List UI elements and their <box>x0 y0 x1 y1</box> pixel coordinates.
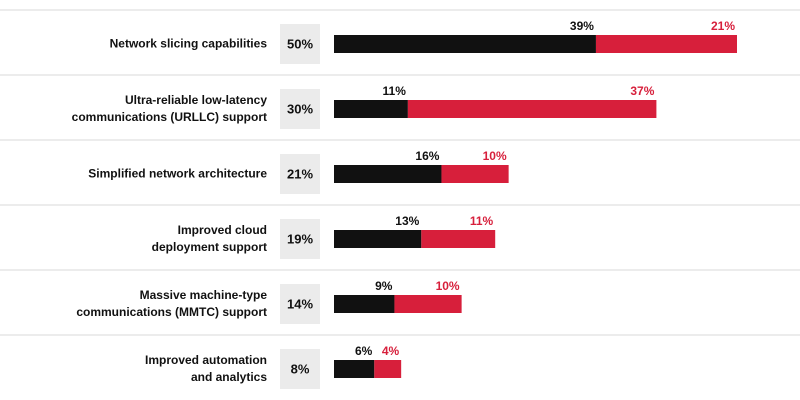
bar-segment <box>595 35 737 53</box>
highlight-label: 19% <box>287 231 313 246</box>
category-label: Improved automation and analytics <box>144 353 267 384</box>
highlight-label: 14% <box>287 296 313 311</box>
highlight-box <box>280 284 320 324</box>
value-label: 4% <box>382 344 400 358</box>
category-label: Massive machine-type communications (MMT… <box>76 288 267 319</box>
highlight-box <box>280 219 320 259</box>
bar-segment <box>394 295 462 313</box>
highlight-box <box>280 24 320 64</box>
bar-segment <box>421 230 496 248</box>
category-label: Ultra-reliable low-latency communication… <box>71 93 267 124</box>
highlight-box <box>280 154 320 194</box>
bar-segment <box>334 295 395 313</box>
bar-segment <box>334 35 596 53</box>
value-label: 9% <box>375 279 393 293</box>
value-label: 37% <box>630 84 654 98</box>
value-label: 6% <box>355 344 373 358</box>
category-label: Improved cloud deployment support <box>151 223 267 254</box>
highlight-box <box>280 349 320 389</box>
bar-segment <box>441 165 509 183</box>
value-label: 11% <box>470 214 494 228</box>
category-label: Simplified network architecture <box>88 166 267 181</box>
bar-segment <box>334 230 422 248</box>
bar-segment <box>334 360 375 378</box>
value-label: 13% <box>395 214 419 228</box>
highlight-box <box>280 89 320 129</box>
bar-segment <box>334 100 408 118</box>
highlight-label: 30% <box>287 101 313 116</box>
value-label: 21% <box>711 19 735 33</box>
value-label: 10% <box>436 279 460 293</box>
highlight-label: 8% <box>291 361 310 376</box>
value-label: 10% <box>483 149 507 163</box>
category-label: Network slicing capabilities <box>109 36 267 51</box>
bar-segment <box>374 360 402 378</box>
highlight-label: 21% <box>287 166 313 181</box>
value-label: 39% <box>570 19 594 33</box>
value-label: 11% <box>383 84 407 98</box>
highlight-label: 50% <box>287 36 313 51</box>
value-label: 16% <box>415 149 439 163</box>
bar-segment <box>407 100 657 118</box>
bar-segment <box>334 165 442 183</box>
